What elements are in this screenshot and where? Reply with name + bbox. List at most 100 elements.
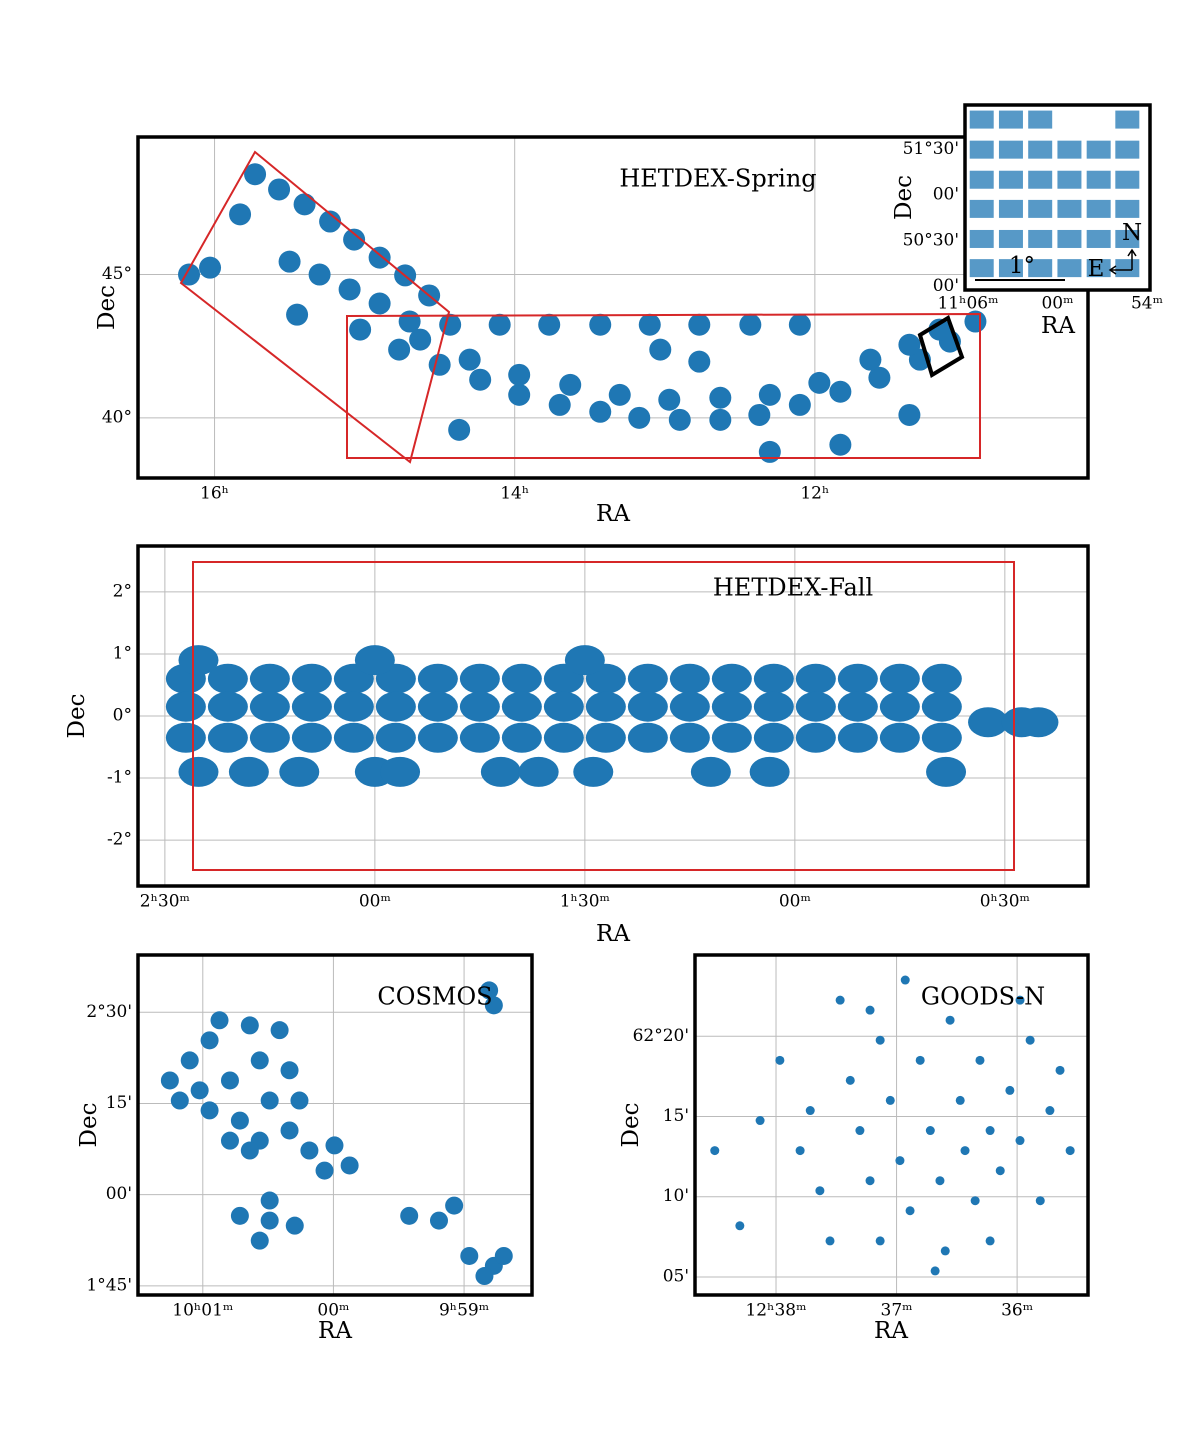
point xyxy=(559,373,582,396)
point xyxy=(921,722,962,753)
point xyxy=(795,722,836,753)
point xyxy=(1115,199,1140,218)
point xyxy=(669,722,710,753)
x-tick-label: 16ʰ xyxy=(200,484,229,504)
point xyxy=(1057,170,1082,189)
point xyxy=(795,663,836,694)
point xyxy=(926,756,967,787)
point xyxy=(915,1055,925,1065)
point xyxy=(280,1121,299,1140)
point xyxy=(199,256,222,279)
x-axis-label: RA xyxy=(1041,313,1075,339)
point xyxy=(711,663,752,694)
point xyxy=(1028,140,1053,159)
point xyxy=(1086,140,1111,159)
x-axis-label: RA xyxy=(596,501,630,527)
point xyxy=(1115,229,1140,248)
point xyxy=(1057,259,1082,278)
point xyxy=(460,1246,479,1265)
point xyxy=(240,1016,259,1035)
point xyxy=(669,691,710,722)
point xyxy=(585,691,626,722)
point xyxy=(249,691,290,722)
point xyxy=(969,229,994,248)
x-axis-label: RA xyxy=(596,921,630,947)
point xyxy=(165,722,206,753)
point xyxy=(930,1266,940,1276)
point xyxy=(1115,170,1140,189)
x-tick-label: 2ʰ30ᵐ xyxy=(140,892,190,912)
point xyxy=(875,1236,885,1246)
point xyxy=(459,663,500,694)
point xyxy=(1028,259,1053,278)
point xyxy=(808,371,831,394)
point xyxy=(229,203,252,226)
point xyxy=(573,756,614,787)
point xyxy=(668,408,691,431)
point xyxy=(380,756,421,787)
point xyxy=(343,228,366,251)
point xyxy=(548,393,571,416)
point xyxy=(608,383,631,406)
point xyxy=(458,348,481,371)
point xyxy=(340,1156,359,1175)
point xyxy=(969,199,994,218)
point xyxy=(501,663,542,694)
point xyxy=(564,645,605,676)
y-tick-label: 2°30' xyxy=(86,1002,132,1022)
point xyxy=(905,1206,915,1216)
inset-marker xyxy=(917,315,965,379)
point xyxy=(290,1091,309,1110)
x-tick-label: 36ᵐ xyxy=(1001,1301,1033,1321)
point xyxy=(688,350,711,373)
panel-frame xyxy=(136,953,534,1297)
point xyxy=(928,318,951,341)
point xyxy=(200,1031,219,1050)
point xyxy=(165,691,206,722)
x-axis-label: RA xyxy=(874,1318,908,1344)
point xyxy=(835,995,845,1005)
point xyxy=(240,1141,259,1160)
y-tick-label: 2° xyxy=(113,581,132,601)
point xyxy=(998,229,1023,248)
point xyxy=(1086,229,1111,248)
point xyxy=(260,1091,279,1110)
point xyxy=(925,1126,935,1136)
y-axis-label: Dec xyxy=(76,1103,102,1148)
point xyxy=(207,663,248,694)
point xyxy=(711,722,752,753)
point xyxy=(230,1111,249,1130)
point xyxy=(180,1051,199,1070)
panel-title: COSMOS xyxy=(377,983,492,1011)
point xyxy=(837,722,878,753)
point xyxy=(368,292,391,315)
point xyxy=(293,193,316,216)
y-axis-label: Dec xyxy=(618,1103,644,1148)
point xyxy=(710,1146,720,1156)
footprint-outline xyxy=(192,561,1015,871)
point xyxy=(859,348,882,371)
x-tick-label: 9ʰ59ᵐ xyxy=(439,1301,489,1321)
x-tick-label: 54ᵐ xyxy=(1131,294,1163,314)
point xyxy=(501,722,542,753)
y-tick-label: 15' xyxy=(663,1106,689,1126)
point xyxy=(354,645,395,676)
compass-arrows xyxy=(1108,248,1137,275)
point xyxy=(753,691,794,722)
point xyxy=(319,210,342,233)
point xyxy=(1115,110,1140,129)
point xyxy=(879,663,920,694)
point xyxy=(1005,1085,1015,1095)
point xyxy=(501,691,542,722)
point xyxy=(969,170,994,189)
y-tick-label: -1° xyxy=(107,768,132,788)
point xyxy=(788,393,811,416)
point xyxy=(300,1141,319,1160)
point xyxy=(845,1075,855,1085)
point xyxy=(538,313,561,336)
point xyxy=(875,1035,885,1045)
point xyxy=(488,313,511,336)
y-axis-label: Dec xyxy=(94,285,120,330)
x-tick-label: 0ʰ30ᵐ xyxy=(980,892,1030,912)
point xyxy=(855,1126,865,1136)
